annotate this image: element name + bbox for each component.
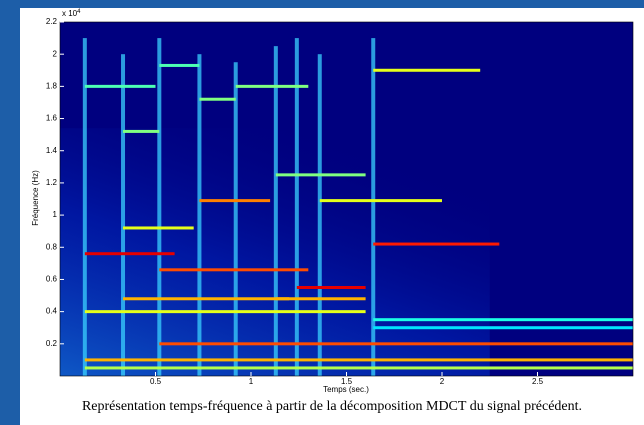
onset — [371, 38, 376, 376]
y-tick-label: 1.8 — [46, 81, 58, 90]
partial — [84, 84, 156, 88]
y-tick-label: 0.2 — [46, 339, 58, 348]
x-tick-label: 1 — [249, 377, 254, 386]
x-tick-label: 2 — [440, 377, 445, 386]
caption: Représentation temps-fréquence à partir … — [82, 399, 582, 414]
onset — [82, 38, 87, 376]
partial — [199, 97, 236, 101]
onset — [317, 54, 322, 376]
y-tick-label: 1.2 — [46, 178, 58, 187]
partial — [373, 318, 633, 322]
y-tick-label: 0.8 — [46, 242, 58, 251]
partial — [123, 129, 160, 133]
y-tick-label: 1 — [53, 210, 58, 219]
partial — [159, 342, 633, 346]
partial — [123, 297, 290, 301]
plot — [59, 21, 634, 377]
partial — [275, 173, 366, 177]
y-tick-label: 2.2 — [46, 17, 58, 26]
y-axis-label: Fréquence (Hz) — [31, 170, 40, 226]
partial — [275, 297, 366, 301]
y-tick-label: 0.6 — [46, 275, 58, 284]
partial — [373, 242, 500, 246]
y-tick-label: 1.6 — [46, 114, 58, 123]
partial — [319, 199, 442, 203]
y-scale-label: x 104 — [62, 9, 81, 19]
partial — [84, 310, 366, 314]
y-tick-label: 0.4 — [46, 307, 58, 316]
onset — [157, 38, 162, 376]
partial — [159, 268, 309, 272]
partial — [199, 199, 271, 203]
partial — [235, 84, 309, 88]
x-tick-label: 2.5 — [532, 377, 544, 386]
partial — [84, 366, 633, 370]
x-tick-label: 1.5 — [341, 377, 353, 386]
y-tick-label: 1.4 — [46, 146, 58, 155]
x-axis-label: Temps (sec.) — [323, 385, 369, 394]
y-tick-label: 2 — [53, 49, 58, 58]
x-tick-label: 0.5 — [150, 377, 162, 386]
onset — [233, 62, 238, 377]
partial — [84, 358, 633, 362]
onset — [273, 46, 278, 377]
onset — [294, 38, 299, 376]
onset — [197, 54, 202, 376]
partial — [373, 326, 633, 330]
onset — [121, 54, 126, 376]
partial — [123, 226, 194, 230]
partial — [84, 252, 175, 256]
partial — [373, 68, 481, 72]
partial — [159, 63, 200, 67]
partial — [296, 286, 366, 289]
